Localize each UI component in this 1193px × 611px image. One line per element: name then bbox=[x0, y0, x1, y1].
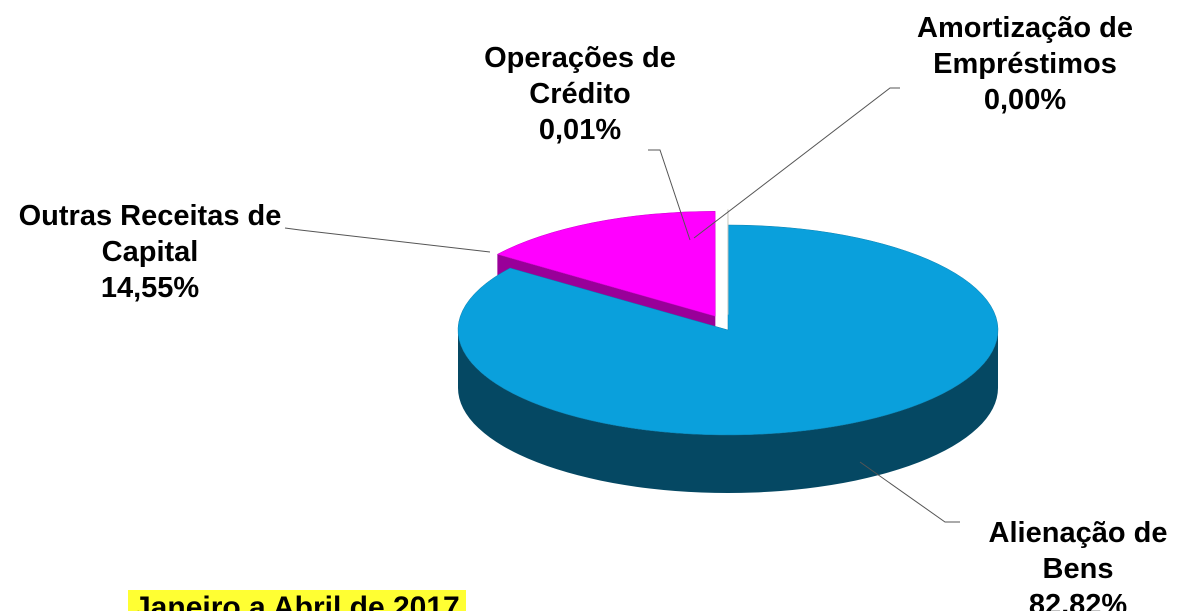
label-name: Outras Receitas de Capital bbox=[18, 200, 282, 268]
label-value: 14,55% bbox=[100, 272, 200, 304]
leader-lines bbox=[284, 87, 960, 523]
label-name: Operações de Crédito bbox=[484, 42, 676, 110]
slice bbox=[496, 211, 716, 317]
label-name: Amortização de Empréstimos bbox=[917, 12, 1133, 80]
slice bbox=[457, 224, 999, 436]
label-value: 0,01% bbox=[538, 114, 622, 146]
leader-line bbox=[284, 227, 491, 253]
tops bbox=[457, 209, 999, 436]
label-value: 0,00% bbox=[983, 84, 1067, 116]
chart-title: Janeiro a Abril de 2017 bbox=[128, 590, 466, 611]
label: Operações de Crédito 0,01% bbox=[465, 40, 695, 148]
leader-line bbox=[648, 149, 691, 241]
slice-side bbox=[458, 330, 998, 493]
label: Alienação de Bens 82,82% bbox=[963, 515, 1193, 611]
label-name: Alienação de Bens bbox=[988, 517, 1168, 585]
label-value: 82,82% bbox=[1028, 589, 1128, 611]
leader-line bbox=[859, 461, 960, 523]
label: Outras Receitas de Capital 14,55% bbox=[5, 198, 295, 306]
leader-line bbox=[693, 87, 900, 239]
label: Amortização de Empréstimos 0,00% bbox=[875, 10, 1175, 118]
